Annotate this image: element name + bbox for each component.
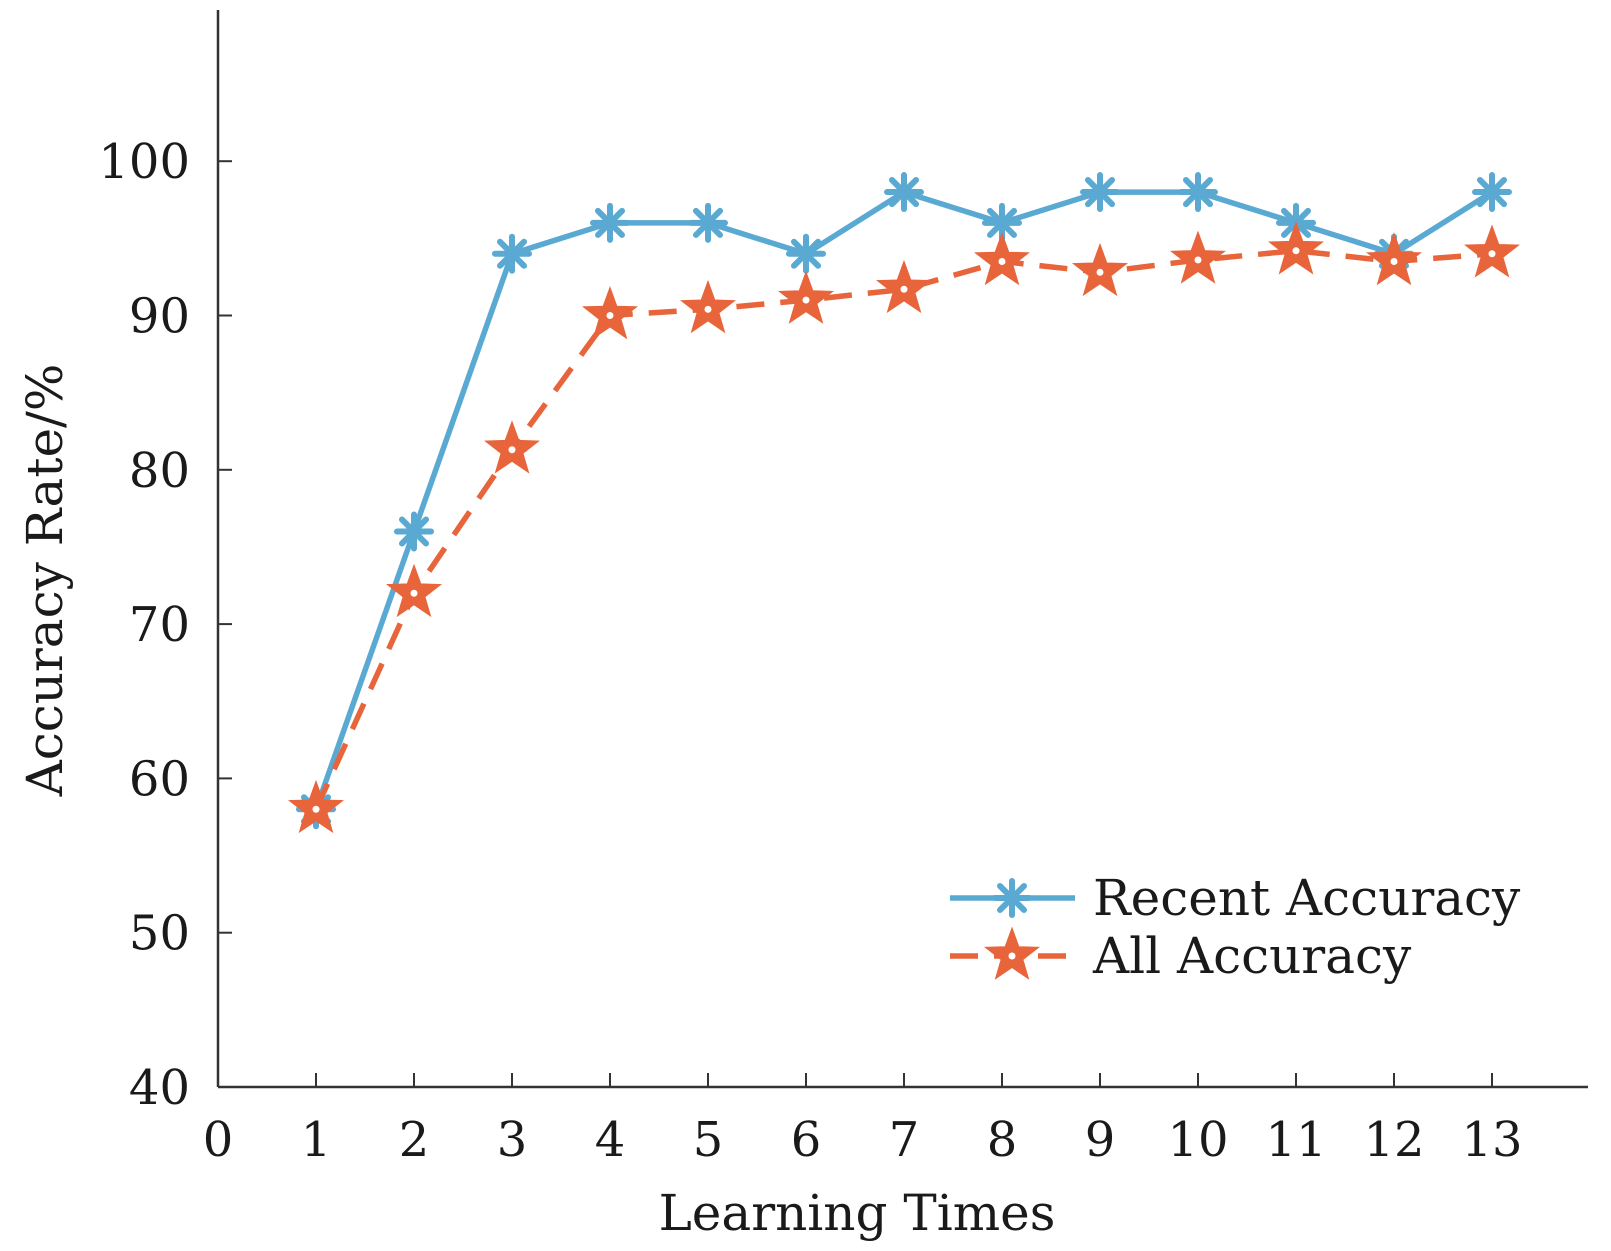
y-tick-label: 40 — [129, 1060, 190, 1116]
y-tick-label: 50 — [129, 906, 190, 962]
x-tick-label: 1 — [301, 1112, 332, 1168]
x-tick-label: 7 — [889, 1112, 920, 1168]
data-point — [680, 279, 736, 334]
data-point — [875, 259, 933, 314]
x-tick-label: 0 — [203, 1112, 234, 1168]
x-tick-label: 4 — [595, 1112, 626, 1168]
data-point — [386, 563, 442, 618]
y-axis-title: Accuracy Rate/% — [16, 364, 74, 798]
y-tick-label: 70 — [129, 597, 190, 653]
series-all-accuracy — [287, 221, 1521, 834]
y-ticks: 40 50 60 70 80 90 100 — [98, 134, 232, 1116]
data-point — [1080, 172, 1120, 213]
x-tick-label: 2 — [399, 1112, 430, 1168]
legend-label: All Accuracy — [1092, 927, 1412, 985]
data-point — [582, 286, 638, 340]
data-point — [1463, 224, 1521, 278]
x-tick-label: 12 — [1363, 1112, 1424, 1168]
data-point — [394, 511, 434, 552]
x-axis-title: Learning Times — [659, 1184, 1056, 1242]
x-tick-label: 11 — [1265, 1112, 1326, 1168]
data-point — [1170, 230, 1226, 284]
data-point — [786, 233, 826, 274]
legend-item: All Accuracy — [950, 926, 1412, 985]
x-tick-label: 5 — [693, 1112, 724, 1168]
data-point — [1472, 172, 1512, 213]
data-point — [688, 202, 728, 243]
data-point — [777, 270, 835, 324]
x-tick-label: 9 — [1085, 1112, 1116, 1168]
data-point — [1365, 232, 1423, 286]
y-tick-label: 100 — [98, 134, 190, 190]
data-point — [884, 172, 924, 213]
legend-label: Recent Accuracy — [1093, 869, 1521, 927]
data-point — [590, 202, 630, 243]
data-point — [484, 420, 540, 474]
data-point — [492, 233, 532, 274]
data-point — [1071, 242, 1129, 297]
x-tick-label: 13 — [1461, 1112, 1522, 1168]
x-tick-label: 10 — [1167, 1112, 1228, 1168]
x-tick-label: 3 — [497, 1112, 528, 1168]
data-point — [973, 232, 1031, 286]
legend-item: Recent Accuracy — [950, 869, 1521, 927]
series-line — [313, 247, 1493, 811]
data-point — [1267, 221, 1325, 275]
data-point — [287, 779, 345, 834]
legend-marker — [992, 878, 1032, 918]
legend-marker — [984, 926, 1040, 980]
data-point — [1178, 172, 1218, 213]
y-tick-label: 80 — [129, 443, 190, 499]
y-tick-label: 90 — [129, 289, 190, 345]
y-tick-label: 60 — [129, 751, 190, 807]
series-layer — [287, 172, 1521, 834]
x-tick-label: 6 — [791, 1112, 822, 1168]
x-tick-label: 8 — [987, 1112, 1018, 1168]
x-ticks: 0 1 2 3 4 5 6 7 8 9 10 11 12 13 — [203, 1073, 1523, 1168]
